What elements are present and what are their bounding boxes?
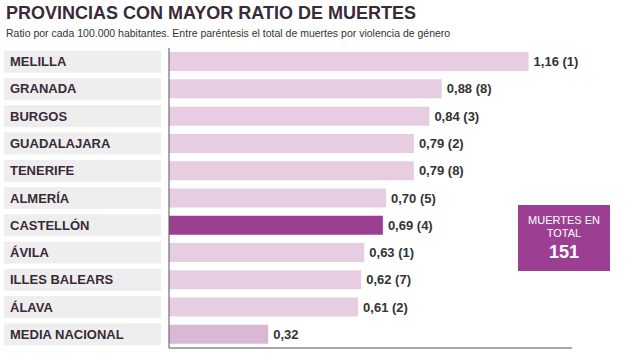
svg-text:0,79 (8): 0,79 (8): [419, 163, 464, 178]
svg-text:0,88 (8): 0,88 (8): [447, 81, 492, 96]
svg-text:BURGOS: BURGOS: [10, 109, 67, 124]
html-text:PROVINCIAS CON MAYOR RATIO DE: PROVINCIAS CON MAYOR RATIO DE MUERTES: [6, 3, 416, 23]
svg-text:MELILLA: MELILLA: [10, 54, 67, 69]
svg-text:0,61 (2): 0,61 (2): [363, 300, 408, 315]
html-text:Ratio por cada 100.000 habitan: Ratio por cada 100.000 habitantes. Entre…: [6, 27, 451, 39]
svg-text:1,16 (1): 1,16 (1): [534, 54, 579, 69]
svg-text:ILLES BALEARS: ILLES BALEARS: [10, 272, 114, 287]
svg-text:GUADALAJARA: GUADALAJARA: [10, 136, 111, 151]
svg-text:ÁLAVA: ÁLAVA: [10, 300, 53, 315]
svg-text:CASTELLÓN: CASTELLÓN: [10, 218, 89, 233]
svg-text:0,32: 0,32: [273, 327, 298, 342]
svg-text:TENERIFE: TENERIFE: [10, 163, 75, 178]
html-text:151: 151: [549, 241, 579, 262]
svg-text:0,84 (3): 0,84 (3): [434, 109, 479, 124]
svg-text:ÁVILA: ÁVILA: [10, 245, 50, 260]
svg-text:0,63 (1): 0,63 (1): [369, 245, 414, 260]
svg-text:0,79 (2): 0,79 (2): [419, 136, 464, 151]
svg-text:0,70 (5): 0,70 (5): [391, 191, 436, 206]
svg-text:GRANADA: GRANADA: [10, 81, 77, 96]
svg-text:MEDIA NACIONAL: MEDIA NACIONAL: [10, 327, 124, 342]
html-text:MUERTES EN TOTAL: MUERTES EN TOTAL: [528, 213, 600, 239]
svg-text:0,69 (4): 0,69 (4): [388, 218, 433, 233]
svg-text:0,62 (7): 0,62 (7): [366, 272, 411, 287]
svg-text:ALMERÍA: ALMERÍA: [10, 191, 70, 206]
